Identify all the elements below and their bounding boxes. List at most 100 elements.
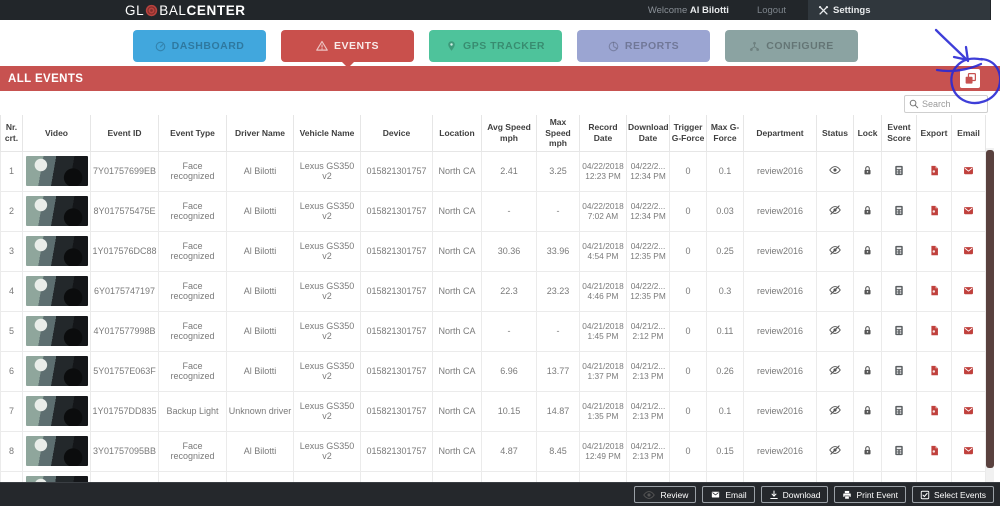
video-thumbnail[interactable] xyxy=(25,316,88,347)
cell-nr: 6 xyxy=(0,350,23,392)
nav-tab-reports[interactable]: REPORTS xyxy=(577,30,710,62)
cell-nr: 1 xyxy=(0,150,23,192)
vertical-scrollbar[interactable] xyxy=(986,148,994,503)
email-button[interactable] xyxy=(962,445,975,456)
app-logo: GL BAL CENTER xyxy=(125,0,246,20)
lock-button[interactable] xyxy=(862,364,873,377)
lock-button[interactable] xyxy=(862,324,873,337)
event-score-button[interactable] xyxy=(893,404,905,417)
lock-button[interactable] xyxy=(862,284,873,297)
event-score-button[interactable] xyxy=(893,204,905,217)
status-toggle-button[interactable] xyxy=(828,404,842,416)
export-all-events-button[interactable] xyxy=(960,69,980,88)
status-toggle-button[interactable] xyxy=(828,204,842,216)
email-button[interactable] xyxy=(962,205,975,216)
cell-max-g-force: 0.26 xyxy=(706,350,744,392)
nav-tab-events[interactable]: EVENTS xyxy=(281,30,414,62)
export-pdf-button[interactable] xyxy=(929,244,940,257)
print-icon xyxy=(842,490,852,500)
search-input[interactable] xyxy=(922,99,980,109)
email-button[interactable] xyxy=(962,165,975,176)
nav-tab-dashboard[interactable]: DASHBOARD xyxy=(133,30,266,62)
export-pdf-button[interactable] xyxy=(929,364,940,377)
nav-tab-configure[interactable]: CONFIGURE xyxy=(725,30,858,62)
email-button[interactable] xyxy=(962,325,975,336)
column-header-vehicle-name: Vehicle Name xyxy=(293,115,361,152)
table-row: 3 1Y017576DC88 Face recognized Al Bilotti Le… xyxy=(0,230,986,272)
lock-icon xyxy=(862,165,873,180)
cell-download-date: 04/22/2... 12:35 PM xyxy=(626,270,670,312)
lock-button[interactable] xyxy=(862,404,873,417)
globe-target-icon xyxy=(145,4,158,17)
status-toggle-button[interactable] xyxy=(828,164,842,176)
video-thumbnail[interactable] xyxy=(25,436,88,467)
column-header-device: Device xyxy=(360,115,433,152)
cell-lock xyxy=(853,190,882,232)
cell-avg-speed: 2.41 xyxy=(481,150,537,192)
export-pdf-button[interactable] xyxy=(929,284,940,297)
export-pdf-button[interactable] xyxy=(929,444,940,457)
review-button[interactable]: Review xyxy=(634,486,697,503)
status-toggle-button[interactable] xyxy=(828,244,842,256)
settings-button[interactable]: Settings xyxy=(808,0,990,20)
cell-device: 015821301757 xyxy=(360,350,433,392)
lock-button[interactable] xyxy=(862,204,873,217)
event-score-button[interactable] xyxy=(893,324,905,337)
print-button[interactable]: Print Event xyxy=(834,486,907,503)
status-toggle-button[interactable] xyxy=(828,324,842,336)
email-button[interactable] xyxy=(962,245,975,256)
email-button[interactable]: Email xyxy=(702,486,755,503)
cell-max-speed: 8.45 xyxy=(536,430,580,472)
cell-max-g-force: 0.1 xyxy=(706,150,744,192)
lock-icon xyxy=(862,285,873,300)
nav-tab-label: REPORTS xyxy=(624,40,680,52)
cell-location: North CA xyxy=(432,350,482,392)
scrollbar-thumb[interactable] xyxy=(986,150,994,468)
bottom-action-bar: Review Email Download Print Event Select Eve… xyxy=(0,482,1000,506)
video-thumbnail[interactable] xyxy=(25,156,88,187)
video-thumbnail[interactable] xyxy=(25,196,88,227)
video-thumbnail[interactable] xyxy=(25,356,88,387)
status-toggle-button[interactable] xyxy=(828,364,842,376)
email-button[interactable] xyxy=(962,365,975,376)
footer-button-label: Select Events xyxy=(934,489,986,500)
export-pdf-button[interactable] xyxy=(929,164,940,177)
export-pdf-button[interactable] xyxy=(929,404,940,417)
video-thumbnail[interactable] xyxy=(25,396,88,427)
status-toggle-button[interactable] xyxy=(828,444,842,456)
email-button[interactable] xyxy=(962,405,975,416)
event-score-button[interactable] xyxy=(893,244,905,257)
email-button[interactable] xyxy=(962,285,975,296)
lock-icon xyxy=(862,405,873,420)
download-button[interactable]: Download xyxy=(760,486,829,503)
cell-event-score xyxy=(881,270,917,312)
export-pdf-button[interactable] xyxy=(929,204,940,217)
event-score-button[interactable] xyxy=(893,444,905,457)
cell-department: review2016 xyxy=(743,390,817,432)
event-score-button[interactable] xyxy=(893,284,905,297)
cell-email xyxy=(951,270,986,312)
lock-button[interactable] xyxy=(862,444,873,457)
cell-record-date: 04/21/2018 4:54 PM xyxy=(579,230,627,272)
status-toggle-button[interactable] xyxy=(828,284,842,296)
cell-avg-speed: - xyxy=(481,190,537,232)
logout-link[interactable]: Logout xyxy=(756,4,786,16)
table-row: 8 3Y01757095BB Face recognized Al Bilotti Le… xyxy=(0,430,986,472)
nav-tab-gps-tracker[interactable]: GPS TRACKER xyxy=(429,30,562,62)
lock-button[interactable] xyxy=(862,164,873,177)
select-button[interactable]: Select Events xyxy=(912,486,994,503)
video-thumbnail[interactable] xyxy=(25,236,88,267)
cell-max-speed: - xyxy=(536,310,580,352)
cell-trigger-g-force: 0 xyxy=(669,350,707,392)
cell-event-score xyxy=(881,430,917,472)
event-score-button[interactable] xyxy=(893,164,905,177)
footer-button-label: Review xyxy=(660,489,689,500)
event-score-button[interactable] xyxy=(893,364,905,377)
video-thumbnail[interactable] xyxy=(25,276,88,307)
export-pdf-button[interactable] xyxy=(929,324,940,337)
cell-download-date: 04/21/2... 2:13 PM xyxy=(626,390,670,432)
user-name: Al Bilotti xyxy=(689,4,729,16)
nav-tab-label: GPS TRACKER xyxy=(463,40,545,52)
lock-button[interactable] xyxy=(862,244,873,257)
events-table-area: Nr. crt. Video Event ID Event Type Driver Na… xyxy=(0,115,1000,506)
